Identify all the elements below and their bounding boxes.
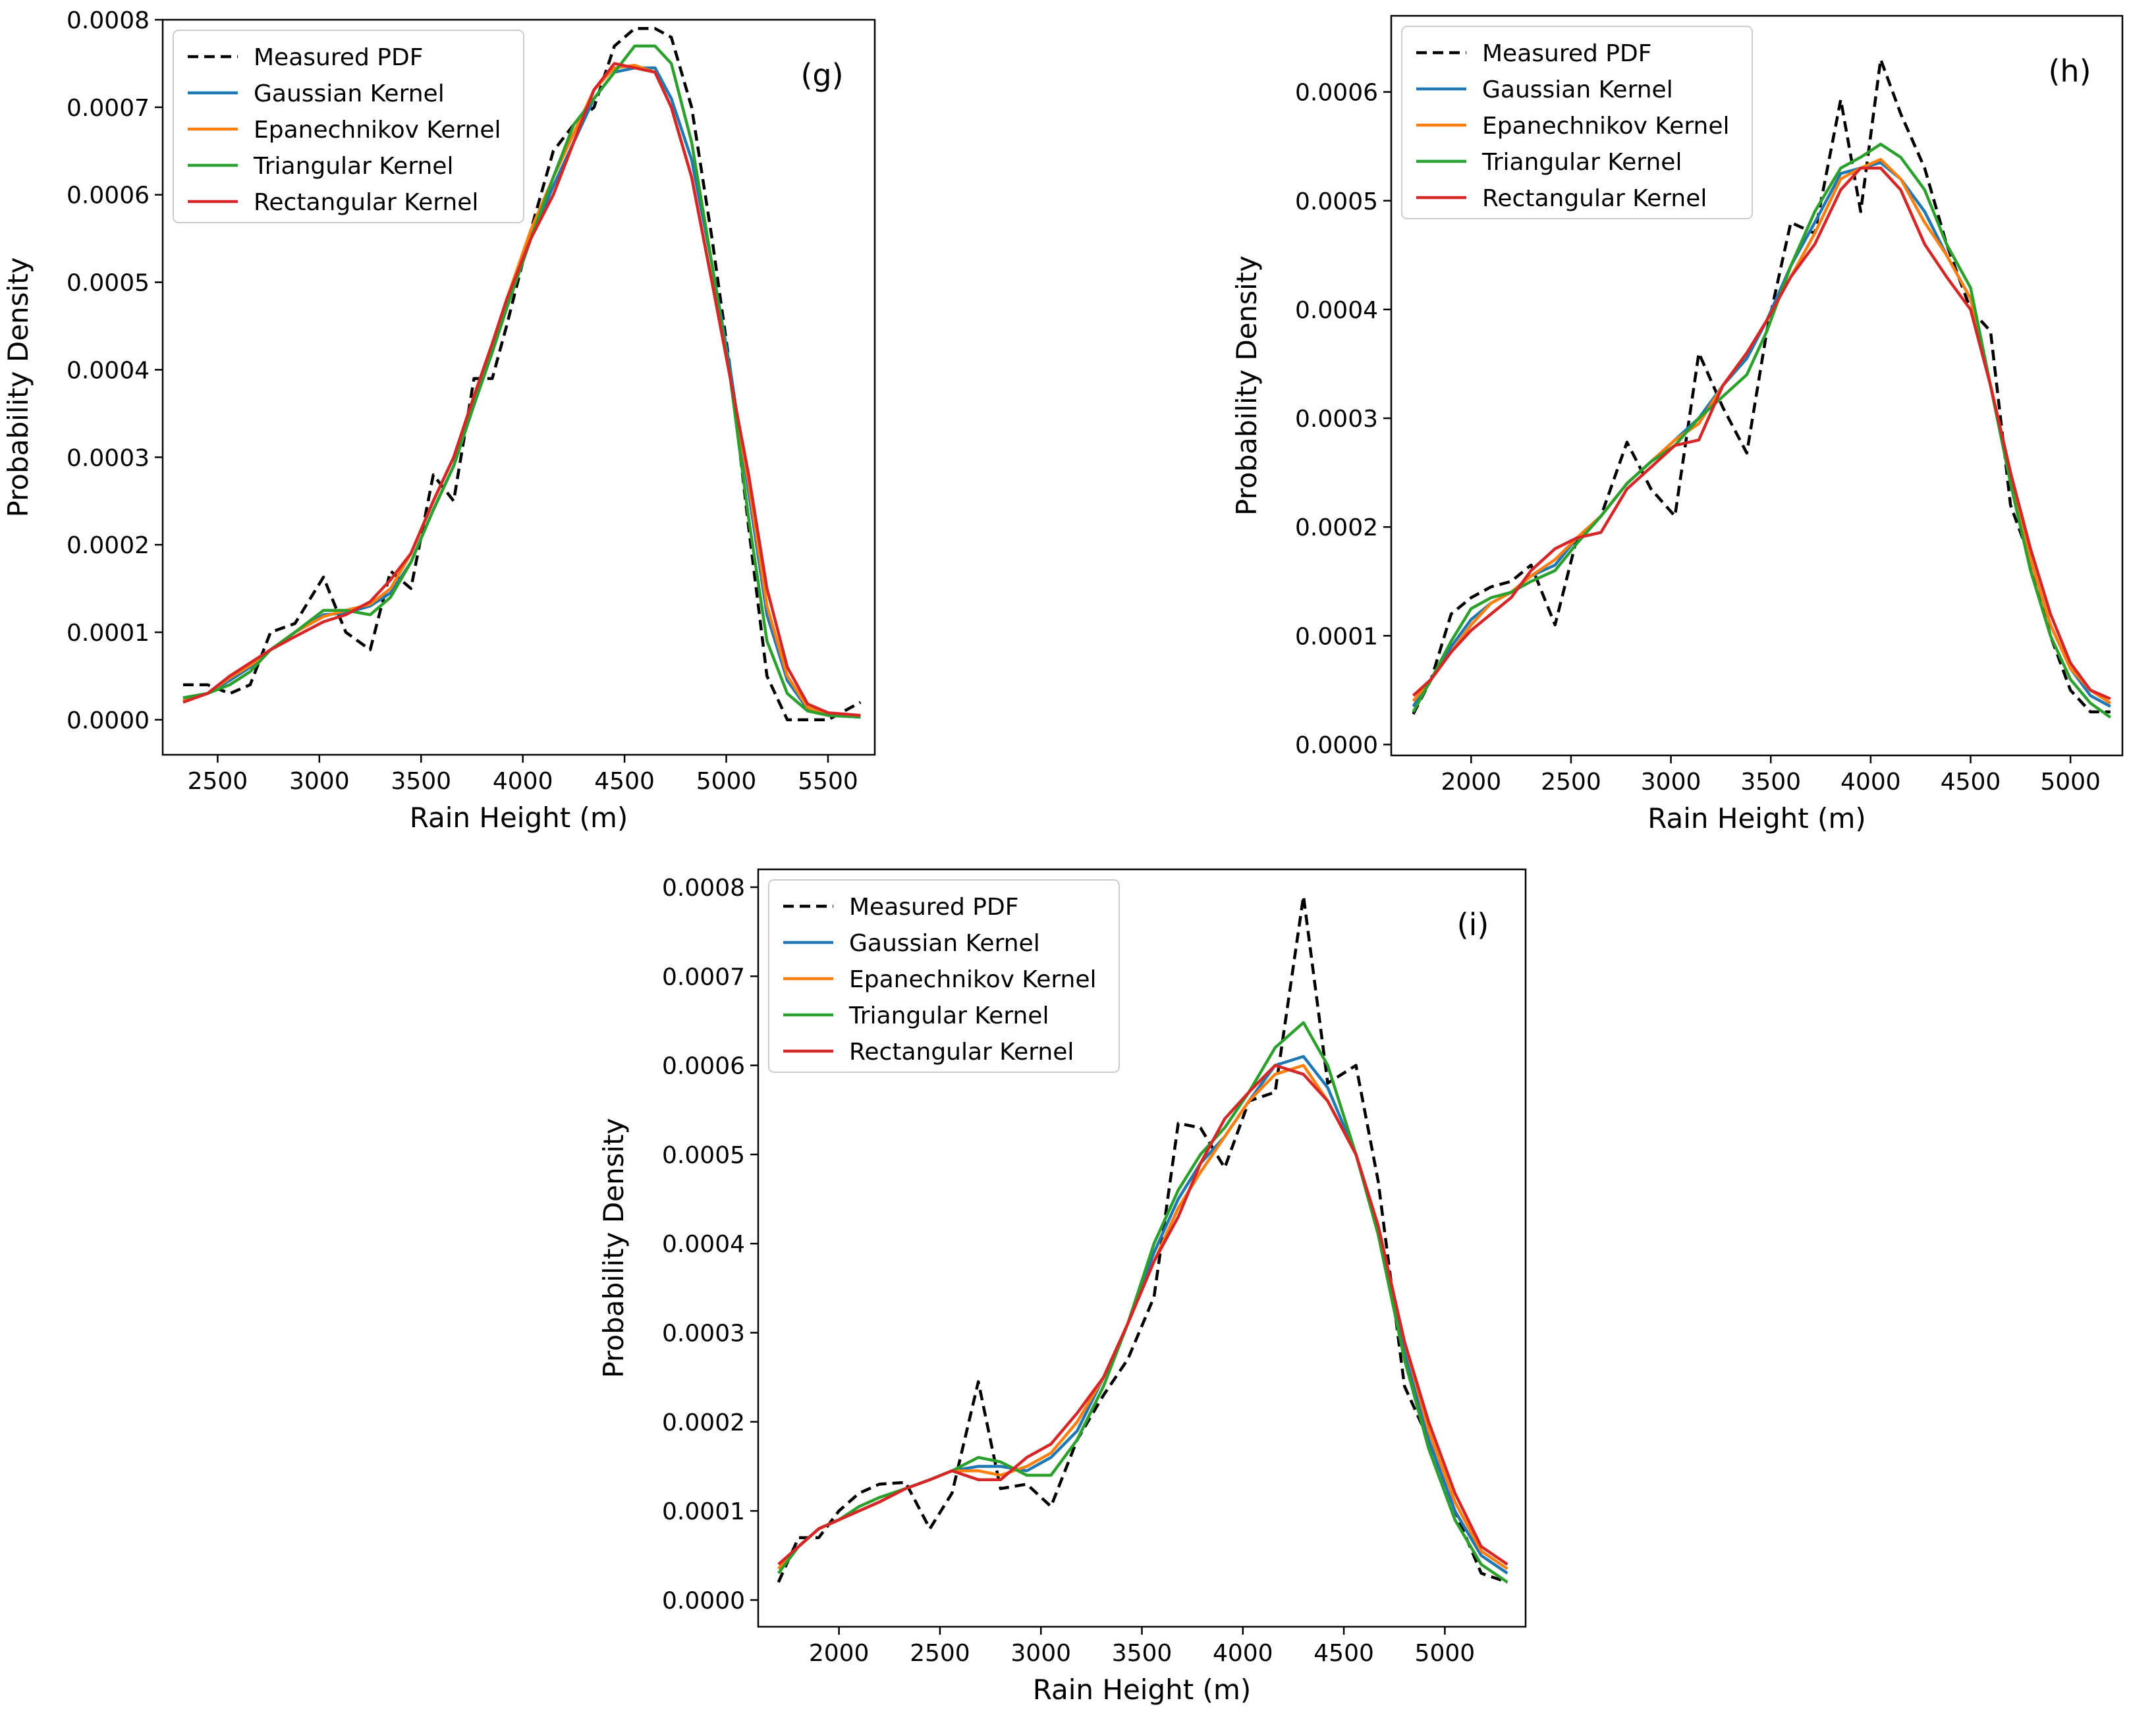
series-line-measured-pdf <box>777 894 1508 1584</box>
x-tick-label: 3500 <box>1740 769 1801 796</box>
x-tick-label: 4500 <box>1313 1640 1374 1667</box>
y-tick-label: 0.0002 <box>1295 514 1378 541</box>
y-tick-label: 0.0006 <box>662 1053 745 1080</box>
series-line-epanechnikov-kernel <box>1412 157 2112 705</box>
x-tick-label: 2500 <box>188 768 248 795</box>
y-tick-label: 0.0001 <box>662 1498 745 1525</box>
x-axis-label: Rain Height (m) <box>410 802 628 834</box>
legend-label: Measured PDF <box>1482 40 1651 67</box>
y-tick-label: 0.0007 <box>662 964 745 991</box>
y-tick-label: 0.0005 <box>67 270 150 297</box>
x-tick-label: 3500 <box>391 768 451 795</box>
y-tick-label: 0.0003 <box>1295 406 1378 433</box>
y-tick-label: 0.0008 <box>67 7 150 34</box>
y-tick-label: 0.0005 <box>1295 188 1378 215</box>
legend-box <box>173 30 524 223</box>
y-tick-label: 0.0001 <box>67 620 150 647</box>
x-axis-label: Rain Height (m) <box>1647 802 1866 834</box>
x-tick-label: 4500 <box>1941 769 2001 796</box>
plot-frame <box>1390 14 2124 757</box>
x-axis-label: Rain Height (m) <box>1033 1674 1252 1706</box>
legend-label: Rectangular Kernel <box>849 1039 1074 1066</box>
x-tick-label: 3000 <box>1010 1640 1071 1667</box>
legend-label: Gaussian Kernel <box>1482 76 1673 103</box>
legend-label: Measured PDF <box>849 894 1018 921</box>
series-line-triangular-kernel <box>1412 142 2112 719</box>
legend-label: Gaussian Kernel <box>254 80 445 107</box>
panel-tag: (h) <box>2048 53 2091 89</box>
y-tick-label: 0.0005 <box>662 1142 745 1169</box>
legend-label: Triangular Kernel <box>253 153 453 180</box>
chart-panel-2: 2000 2500 3000 3500 4000 4500 5000 0.0000 0.0001… <box>1230 14 2124 834</box>
x-tick-label: 2000 <box>1441 769 1501 796</box>
legend-label: Measured PDF <box>254 44 423 71</box>
x-tick-label: 5500 <box>798 768 858 795</box>
plot-frame <box>161 18 876 756</box>
y-tick-label: 0.0004 <box>1295 297 1378 324</box>
chart-panel-3: 2000 2500 3000 3500 4000 4500 5000 0.0000 0.0001… <box>597 868 1527 1706</box>
x-tick-label: 3000 <box>1641 769 1701 796</box>
series-line-rectangular-kernel <box>182 62 861 717</box>
panel-tag: (g) <box>800 57 843 93</box>
y-axis-label: Probability Density <box>597 1118 630 1378</box>
y-tick-label: 0.0008 <box>662 875 745 902</box>
y-tick-label: 0.0007 <box>67 95 150 122</box>
legend-label: Triangular Kernel <box>1481 149 1682 176</box>
legend-label: Triangular Kernel <box>848 1002 1049 1029</box>
chart-panel-1: 2500 3000 3500 4000 4500 5000 5500 0.0000 0.0001… <box>2 7 876 834</box>
x-tick-label: 2500 <box>1541 769 1601 796</box>
legend: Measured PDF Gaussian Kernel Epanechnikov … <box>768 879 1120 1073</box>
legend-label: Epanechnikov Kernel <box>1482 113 1730 140</box>
x-tick-label: 4000 <box>1840 769 1901 796</box>
x-tick-label: 3500 <box>1112 1640 1173 1667</box>
legend-box <box>768 879 1120 1073</box>
x-tick-label: 4500 <box>594 768 655 795</box>
panel-tag: (i) <box>1457 907 1489 942</box>
legend: Measured PDF Gaussian Kernel Epanechnikov … <box>173 30 524 223</box>
series-line-rectangular-kernel <box>777 1064 1508 1566</box>
y-tick-label: 0.0006 <box>67 182 150 209</box>
series-group <box>777 894 1508 1584</box>
y-tick-label: 0.0003 <box>67 445 150 472</box>
y-tick-label: 0.0001 <box>1295 623 1378 650</box>
x-tick-label: 5000 <box>2040 769 2101 796</box>
legend-label: Rectangular Kernel <box>254 189 478 216</box>
x-tick-label: 4000 <box>493 768 553 795</box>
x-tick-label: 3000 <box>289 768 350 795</box>
legend-label: Epanechnikov Kernel <box>254 117 501 144</box>
series-line-rectangular-kernel <box>1412 166 2111 701</box>
x-tick-label: 2500 <box>910 1640 970 1667</box>
y-tick-label: 0.0004 <box>662 1231 745 1258</box>
x-tick-label: 5000 <box>696 768 757 795</box>
y-tick-label: 0.0000 <box>662 1587 745 1614</box>
y-axis-label: Probability Density <box>2 257 34 517</box>
legend-label: Epanechnikov Kernel <box>849 966 1097 993</box>
y-axis-label: Probability Density <box>1230 256 1263 516</box>
y-tick-label: 0.0002 <box>662 1409 745 1436</box>
y-tick-label: 0.0003 <box>662 1320 745 1348</box>
y-tick-label: 0.0000 <box>67 707 150 734</box>
series-group <box>1412 57 2112 719</box>
y-tick-label: 0.0002 <box>67 532 150 559</box>
legend-box <box>1401 26 1753 219</box>
y-tick-label: 0.0006 <box>1295 80 1378 107</box>
series-group <box>182 27 862 722</box>
legend-label: Rectangular Kernel <box>1482 185 1707 212</box>
y-tick-label: 0.0000 <box>1295 732 1378 759</box>
y-tick-label: 0.0004 <box>67 357 150 384</box>
legend-label: Gaussian Kernel <box>849 930 1040 957</box>
legend: Measured PDF Gaussian Kernel Epanechnikov … <box>1401 26 1753 219</box>
x-tick-label: 5000 <box>1415 1640 1476 1667</box>
x-tick-label: 2000 <box>809 1640 870 1667</box>
x-tick-label: 4000 <box>1213 1640 1273 1667</box>
series-line-gaussian-kernel <box>1412 161 2111 708</box>
